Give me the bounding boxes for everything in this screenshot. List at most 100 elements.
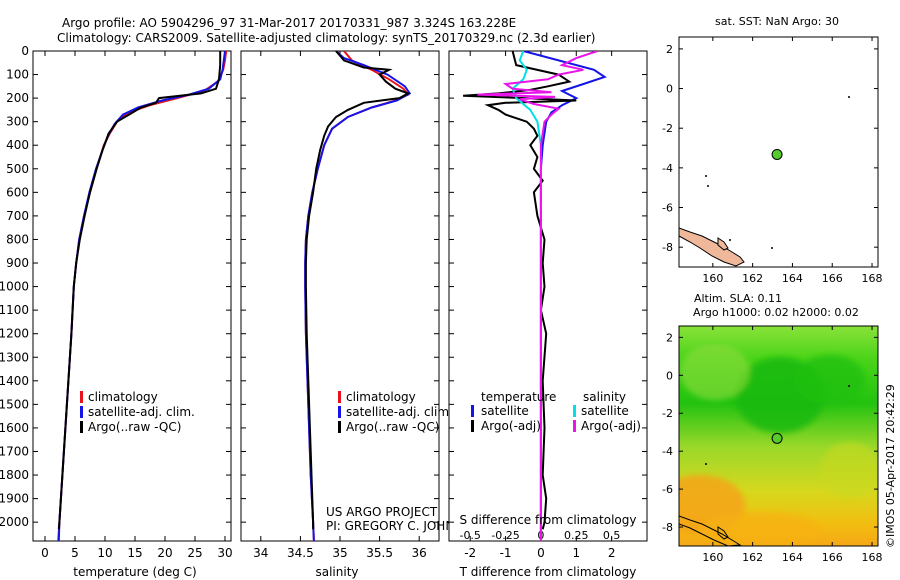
y-tick-label: 100 [6, 68, 29, 82]
imos-credit: ©IMOS 05-Apr-2017 20:42:29 [884, 384, 897, 548]
x-tick-label: 0 [537, 546, 545, 560]
sla-heatmap-light-patch [680, 344, 750, 400]
series-line [57, 51, 222, 530]
difference-xlabel: T difference from climatology [459, 565, 637, 579]
legend-s-argo-swatch [573, 420, 576, 432]
salinity-plot-frame [240, 50, 440, 542]
legend-swatch [338, 406, 341, 418]
y-tick-label: 0 [21, 44, 29, 58]
legend-temperature-heading: temperature [481, 390, 556, 404]
difference-plot-frame [448, 50, 648, 542]
difference-top-xlabel: S difference from climatology [460, 513, 637, 527]
y-tick-label: 1500 [0, 397, 29, 411]
x-tick-label: 164 [782, 272, 803, 285]
y-tick-label: 1300 [0, 350, 29, 364]
legend-label: climatology [88, 390, 158, 404]
islet [705, 175, 707, 177]
legend-label: Argo(..raw -QC) [88, 420, 181, 434]
x-tick-label: 25 [187, 546, 202, 560]
difference-legend: temperature salinity satellite Argo(-adj… [471, 390, 641, 433]
legend-s-argo-label: Argo(-adj) [581, 419, 641, 433]
y-tick-label: 400 [6, 138, 29, 152]
salinity-panel: 34 34.5 35 35.5 36 salinity climatologysatel… [240, 50, 480, 579]
y-tick-label: -6 [662, 483, 673, 496]
sla-heatmap-yellow-patch [820, 442, 878, 498]
series-line [477, 51, 598, 541]
islet [848, 385, 850, 387]
top-x-tick-label: 0.5 [603, 529, 621, 542]
x-tick-label: 10 [97, 546, 112, 560]
y-tick-label: -4 [662, 445, 673, 458]
sst-map-ticks: 160 162 164 166 168 2 0 -2 -4 -6 -8 [662, 37, 883, 285]
sla-heatmap-green-core [795, 355, 865, 405]
legend-s-satellite-label: satellite [581, 404, 629, 418]
y-tick-label: -6 [662, 202, 673, 215]
x-tick-label: 2 [608, 546, 616, 560]
y-tick-label: 600 [6, 185, 29, 199]
salinity-series [304, 51, 412, 541]
sst-map-panel: sat. SST: NaN Argo: 30 160 162 164 166 168 2 0… [662, 15, 882, 285]
x-tick-label: 164 [782, 551, 803, 564]
float-position-marker [771, 432, 783, 444]
legend-swatch [80, 406, 83, 418]
x-tick-label: 20 [157, 546, 172, 560]
project-annotation: US ARGO PROJECT [326, 505, 438, 519]
temperature-axis-ticks: 0 5 10 15 20 25 300100200300400500600700800900… [0, 44, 233, 560]
legend-label: satellite-adj. clim. [88, 405, 195, 419]
y-tick-label: 1200 [0, 327, 29, 341]
islet [771, 247, 773, 249]
y-tick-label: -2 [662, 122, 673, 135]
y-tick-label: -8 [662, 521, 673, 534]
y-tick-label: 900 [6, 256, 29, 270]
x-tick-label: 35 [332, 546, 347, 560]
temperature-series [57, 51, 228, 541]
figure-title-line1: Argo profile: AO 5904296_97 31-Mar-2017 … [62, 16, 517, 30]
y-tick-label: 1100 [0, 303, 29, 317]
x-tick-label: 166 [822, 272, 843, 285]
y-tick-label: 1600 [0, 421, 29, 435]
island-coast-2 [717, 237, 729, 251]
y-tick-label: 300 [6, 115, 29, 129]
legend-swatch [80, 391, 83, 403]
x-tick-label: 168 [862, 272, 883, 285]
legend-swatch [338, 391, 341, 403]
series-line [523, 51, 607, 541]
temperature-xlabel: temperature (deg C) [73, 565, 196, 579]
islet [707, 185, 709, 187]
legend-swatch [80, 421, 83, 433]
legend-s-satellite-swatch [573, 405, 576, 417]
figure-title-line2: Climatology: CARS2009. Satellite-adjuste… [57, 31, 596, 45]
x-tick-label: 5 [71, 546, 79, 560]
x-tick-label: 166 [822, 551, 843, 564]
temperature-panel: 0 5 10 15 20 25 300100200300400500600700800900… [0, 44, 233, 579]
y-tick-label: 0 [666, 369, 673, 382]
y-tick-label: 2 [666, 331, 673, 344]
legend-label: satellite-adj. clim. [346, 405, 453, 419]
y-tick-label: 1900 [0, 492, 29, 506]
x-tick-label: 35.5 [366, 546, 393, 560]
difference-panel: -2 -1 0 1 2-0.5 -0.25 0 0.25 0.5 T difference fr… [448, 50, 648, 579]
y-tick-label: 1800 [0, 468, 29, 482]
salinity-axis-ticks: 34 34.5 35 35.5 36 [241, 50, 439, 560]
island-coast [679, 515, 742, 546]
sla-heatmap-orange-patch [700, 512, 820, 546]
altimetry-map-ticks: 160 162 164 166 168 2 0 -2 -4 -6 -8 [662, 326, 883, 564]
altimetry-map-panel: Altim. SLA: 0.11 Argo h1000: 0.02 h2000:… [662, 292, 883, 564]
x-tick-label: 36 [412, 546, 427, 560]
x-tick-label: 162 [742, 551, 763, 564]
sst-map-title: sat. SST: NaN Argo: 30 [715, 15, 839, 28]
y-tick-label: 0 [666, 83, 673, 96]
y-tick-label: -2 [662, 407, 673, 420]
salinity-xlabel: salinity [315, 565, 358, 579]
legend-t-argo-label: Argo(-adj) [481, 419, 541, 433]
x-tick-label: 160 [702, 272, 723, 285]
altimetry-title-1: Altim. SLA: 0.11 [694, 292, 782, 305]
x-tick-label: 162 [742, 272, 763, 285]
x-tick-label: 0 [41, 546, 49, 560]
sst-map-coastline [679, 96, 850, 267]
altimetry-title-2: Argo h1000: 0.02 h2000: 0.02 [693, 306, 859, 319]
y-tick-label: 1700 [0, 444, 29, 458]
